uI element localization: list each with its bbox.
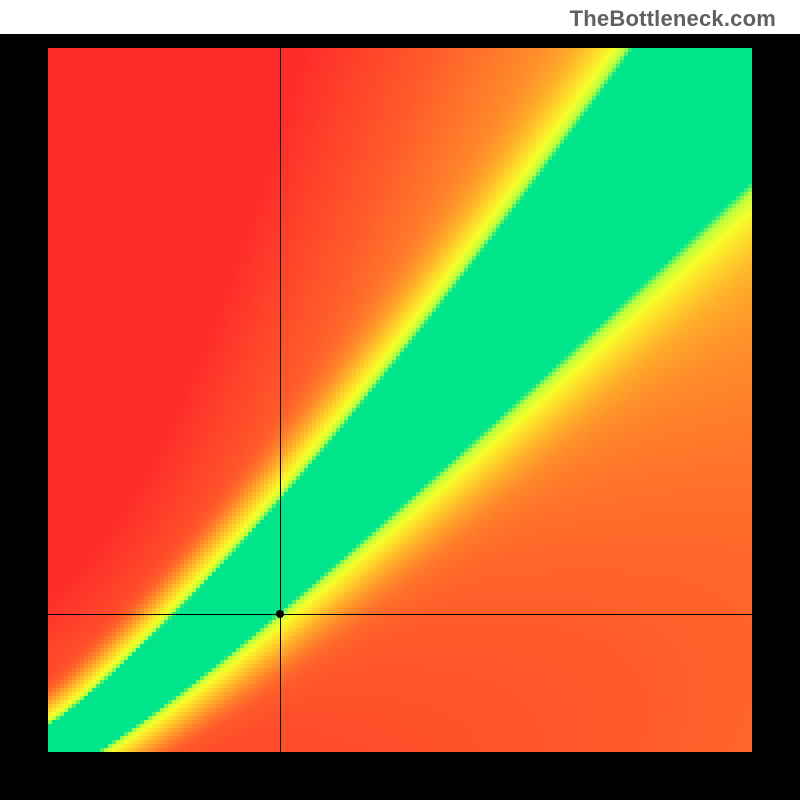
watermark-text: TheBottleneck.com xyxy=(570,6,776,32)
crosshair-horizontal xyxy=(48,614,752,615)
heatmap-canvas xyxy=(48,48,752,752)
crosshair-marker xyxy=(276,610,284,618)
figure-wrapper: TheBottleneck.com xyxy=(0,0,800,800)
crosshair-vertical xyxy=(280,48,281,752)
heatmap-plot xyxy=(48,48,752,752)
chart-frame xyxy=(0,34,800,800)
